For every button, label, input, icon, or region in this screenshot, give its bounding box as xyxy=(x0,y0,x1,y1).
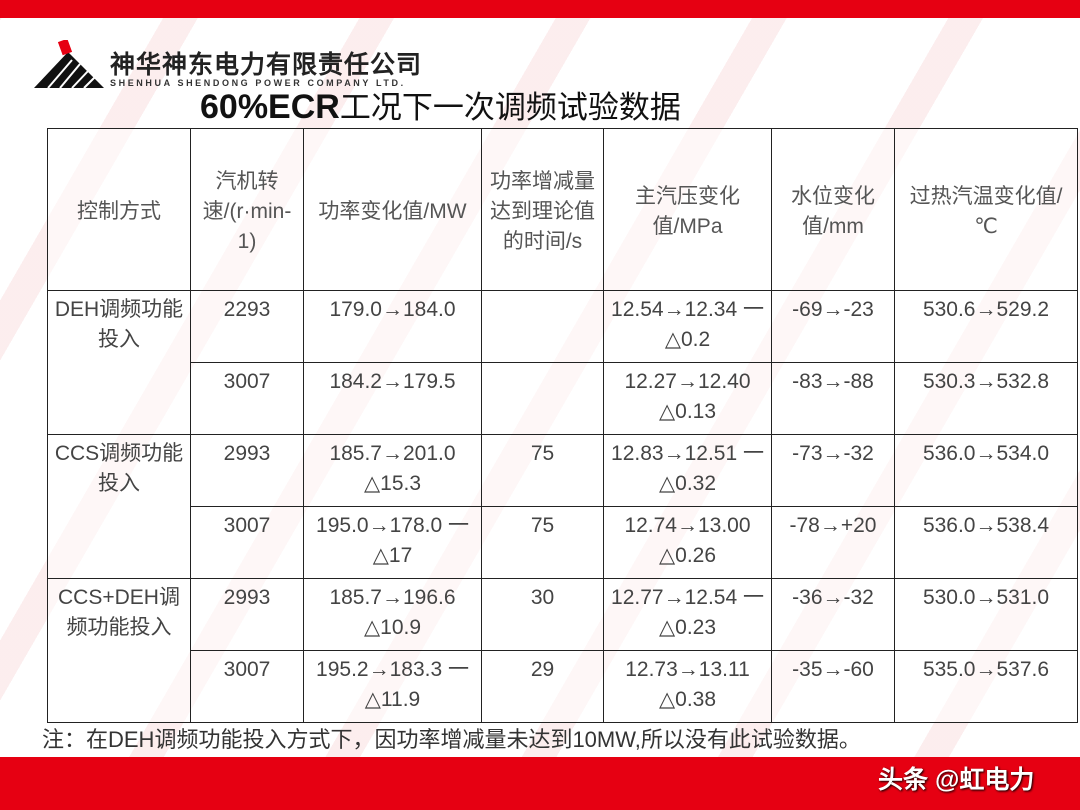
footnote: 注：在DEH调频功能投入方式下，因功率增减量未达到10MW,所以没有此试验数据。 xyxy=(42,727,861,752)
table-cell: 2293 xyxy=(190,290,304,363)
column-header: 水位变化值/mm xyxy=(771,128,895,291)
table-cell: -83→-88 xyxy=(771,362,895,435)
table-cell: 3007 xyxy=(190,362,304,435)
column-header: 功率增减量达到理论值的时间/s xyxy=(481,128,604,291)
table-cell: 530.6→529.2 xyxy=(894,290,1078,363)
table-cell: -69→-23 xyxy=(771,290,895,363)
test-data-table: 控制方式 汽机转速/(r·min-1) 功率变化值/MW 功率增减量达到理论值的时间/… xyxy=(47,128,1078,723)
table-cell: 185.7→196.6 △10.9 xyxy=(303,578,482,651)
table-row: CCS+DEH调频功能投入 2993 185.7→196.6 △10.9 30 12.7… xyxy=(47,578,1078,723)
table-cell: -35→-60 xyxy=(771,650,895,723)
column-header: 主汽压变化值/MPa xyxy=(603,128,772,291)
table-cell: 185.7→201.0 △15.3 xyxy=(303,434,482,507)
table-cell: 12.54→12.34 一 △0.2 xyxy=(603,290,772,363)
company-name-en: SHENHUA SHENDONG POWER COMPANY LTD. xyxy=(110,78,406,88)
table-cell: -73→-32 xyxy=(771,434,895,507)
table-cell: 3007 xyxy=(190,506,304,579)
top-red-bar xyxy=(0,0,1080,18)
column-header: 过热汽温变化值/℃ xyxy=(894,128,1078,291)
table-row: CCS调频功能投入 2993 185.7→201.0 △15.3 75 12.83→12… xyxy=(47,434,1078,579)
table-cell: 530.0→531.0 xyxy=(894,578,1078,651)
table-row: 3007 195.2→183.3 一△11.9 29 12.73→13.11 △0.3… xyxy=(48,650,1078,723)
column-header: 汽机转速/(r·min-1) xyxy=(190,128,304,291)
table-row: 3007 184.2→179.5 12.27→12.40 △0.13 -83→-88 5… xyxy=(48,362,1078,435)
page-title: 60%ECR工况下一次调频试验数据 xyxy=(200,88,681,126)
table-cell: 530.3→532.8 xyxy=(894,362,1078,435)
table-cell: 535.0→537.6 xyxy=(894,650,1078,723)
watermark: 头条 @虹电力 xyxy=(878,766,1035,794)
table-cell xyxy=(481,290,604,363)
company-name-cn: 神华神东电力有限责任公司 xyxy=(110,50,423,79)
table-cell: 536.0→534.0 xyxy=(894,434,1078,507)
table-cell: -78→+20 xyxy=(771,506,895,579)
table-cell: 195.2→183.3 一△11.9 xyxy=(303,650,482,723)
table-cell: 184.2→179.5 xyxy=(303,362,482,435)
table-cell: 75 xyxy=(481,506,604,579)
table-cell: 12.27→12.40 △0.13 xyxy=(603,362,772,435)
control-mode-cell: CCS+DEH调频功能投入 xyxy=(47,578,191,723)
column-header: 功率变化值/MW xyxy=(303,128,482,291)
table-row: DEH调频功能投入 2293 179.0→184.0 12.54→12.34 一 △0… xyxy=(47,290,1078,435)
table-cell: 2993 xyxy=(190,578,304,651)
table-cell: 2993 xyxy=(190,434,304,507)
column-header: 控制方式 xyxy=(47,128,191,291)
table-cell: 536.0→538.4 xyxy=(894,506,1078,579)
table-cell: 3007 xyxy=(190,650,304,723)
control-mode-cell: DEH调频功能投入 xyxy=(47,290,191,435)
table-cell: 29 xyxy=(481,650,604,723)
table-cell xyxy=(481,362,604,435)
table-row: 3007 195.0→178.0 一△17 75 12.74→13.00 △0.26-… xyxy=(48,506,1078,579)
table-cell: 30 xyxy=(481,578,604,651)
table-cell: 195.0→178.0 一△17 xyxy=(303,506,482,579)
table-cell: 75 xyxy=(481,434,604,507)
bottom-red-bar xyxy=(0,757,1080,810)
table-cell: 12.83→12.51 一 △0.32 xyxy=(603,434,772,507)
control-mode-cell: CCS调频功能投入 xyxy=(47,434,191,579)
company-logo-icon xyxy=(34,40,104,89)
table-cell: 12.77→12.54 一 △0.23 xyxy=(603,578,772,651)
table-cell: -36→-32 xyxy=(771,578,895,651)
table-cell: 179.0→184.0 xyxy=(303,290,482,363)
table-cell: 12.74→13.00 △0.26 xyxy=(603,506,772,579)
table-cell: 12.73→13.11 △0.38 xyxy=(603,650,772,723)
